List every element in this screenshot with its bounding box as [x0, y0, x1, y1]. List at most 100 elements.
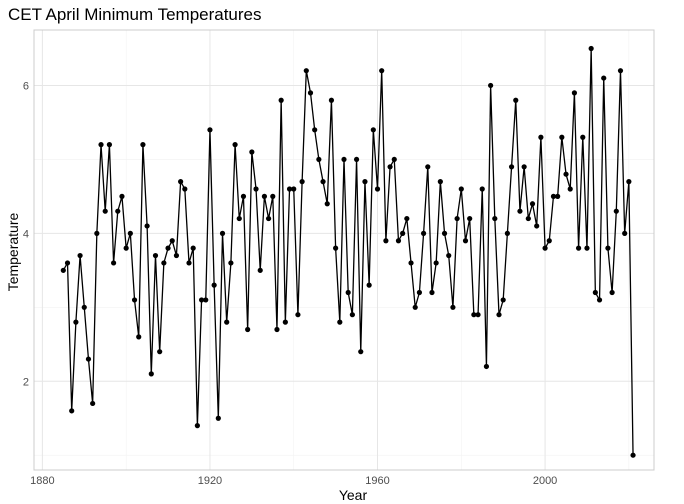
x-tick-label: 1920 — [198, 475, 222, 487]
data-point — [379, 68, 385, 74]
data-point — [538, 134, 544, 140]
data-point — [622, 230, 628, 236]
data-point — [525, 215, 531, 222]
data-point — [400, 230, 406, 236]
data-point — [412, 304, 418, 310]
data-point — [123, 245, 129, 251]
data-point — [517, 208, 523, 214]
data-point — [605, 245, 611, 251]
data-point — [69, 408, 75, 414]
data-point — [467, 215, 473, 222]
data-point — [462, 238, 469, 244]
data-point — [232, 142, 238, 148]
data-point — [224, 319, 230, 325]
data-point — [178, 179, 184, 185]
data-point — [152, 252, 159, 259]
data-point — [307, 90, 314, 96]
data-point — [98, 142, 104, 148]
data-point — [471, 312, 477, 318]
data-point — [240, 193, 247, 199]
data-point — [73, 319, 79, 325]
data-point — [596, 297, 603, 303]
data-point — [94, 230, 100, 236]
x-tick-label: 2000 — [533, 475, 557, 487]
data-point — [433, 260, 439, 266]
data-point — [270, 193, 276, 199]
data-point — [110, 260, 117, 266]
data-point — [559, 134, 565, 140]
data-point — [157, 349, 163, 355]
data-point — [563, 171, 569, 177]
data-point — [148, 371, 154, 377]
y-axis-title: Temperature — [5, 212, 21, 291]
data-point — [592, 289, 598, 296]
data-point — [534, 223, 540, 229]
data-point — [483, 363, 490, 370]
plot-panel — [33, 29, 655, 471]
data-point — [437, 179, 443, 185]
data-point — [295, 312, 301, 318]
data-point — [324, 201, 330, 207]
data-point — [219, 230, 226, 236]
data-point — [337, 319, 343, 325]
data-point — [504, 230, 510, 236]
y-tick-label: 2 — [23, 376, 29, 388]
data-point — [500, 297, 506, 303]
data-point — [333, 245, 339, 251]
data-point — [588, 45, 594, 52]
data-point — [362, 179, 368, 185]
data-point — [203, 297, 209, 303]
data-point — [508, 164, 515, 170]
data-point — [609, 289, 615, 296]
data-point — [567, 186, 573, 192]
data-point — [420, 230, 427, 236]
data-point — [81, 304, 87, 310]
data-point — [374, 186, 381, 192]
data-point — [316, 156, 322, 163]
data-point — [106, 142, 113, 148]
data-point — [186, 260, 192, 266]
data-point — [458, 186, 464, 192]
data-point — [479, 186, 485, 192]
data-point — [291, 186, 297, 192]
data-point — [626, 179, 632, 185]
x-tick-label: 1880 — [30, 475, 54, 487]
x-tick-label: 1960 — [365, 475, 389, 487]
data-point — [215, 415, 221, 421]
data-point — [446, 252, 452, 259]
data-point — [303, 68, 309, 74]
data-point — [282, 319, 288, 325]
data-point — [492, 215, 498, 222]
data-point — [571, 90, 578, 96]
data-point — [299, 179, 305, 185]
data-point — [211, 282, 217, 288]
data-point — [391, 156, 397, 163]
data-point — [169, 238, 175, 244]
chart-title: CET April Minimum Temperatures — [8, 5, 262, 24]
data-point — [383, 238, 389, 244]
data-point — [198, 297, 205, 303]
data-point — [136, 334, 142, 340]
data-point — [454, 215, 460, 222]
data-point — [555, 193, 561, 199]
data-point — [341, 156, 347, 163]
data-point — [416, 289, 423, 296]
data-point — [140, 142, 146, 148]
data-point — [90, 400, 96, 407]
data-point — [425, 164, 431, 170]
data-point — [395, 238, 402, 244]
data-point — [161, 260, 167, 266]
data-point — [265, 215, 272, 222]
data-point — [358, 349, 364, 355]
data-point — [546, 238, 552, 244]
data-point — [253, 186, 259, 192]
data-point — [353, 156, 360, 163]
data-point — [429, 289, 435, 296]
data-point — [617, 68, 624, 74]
data-point — [286, 186, 293, 192]
data-point — [115, 208, 121, 214]
data-point — [328, 97, 335, 103]
series-points — [60, 45, 636, 458]
data-point — [236, 215, 242, 222]
